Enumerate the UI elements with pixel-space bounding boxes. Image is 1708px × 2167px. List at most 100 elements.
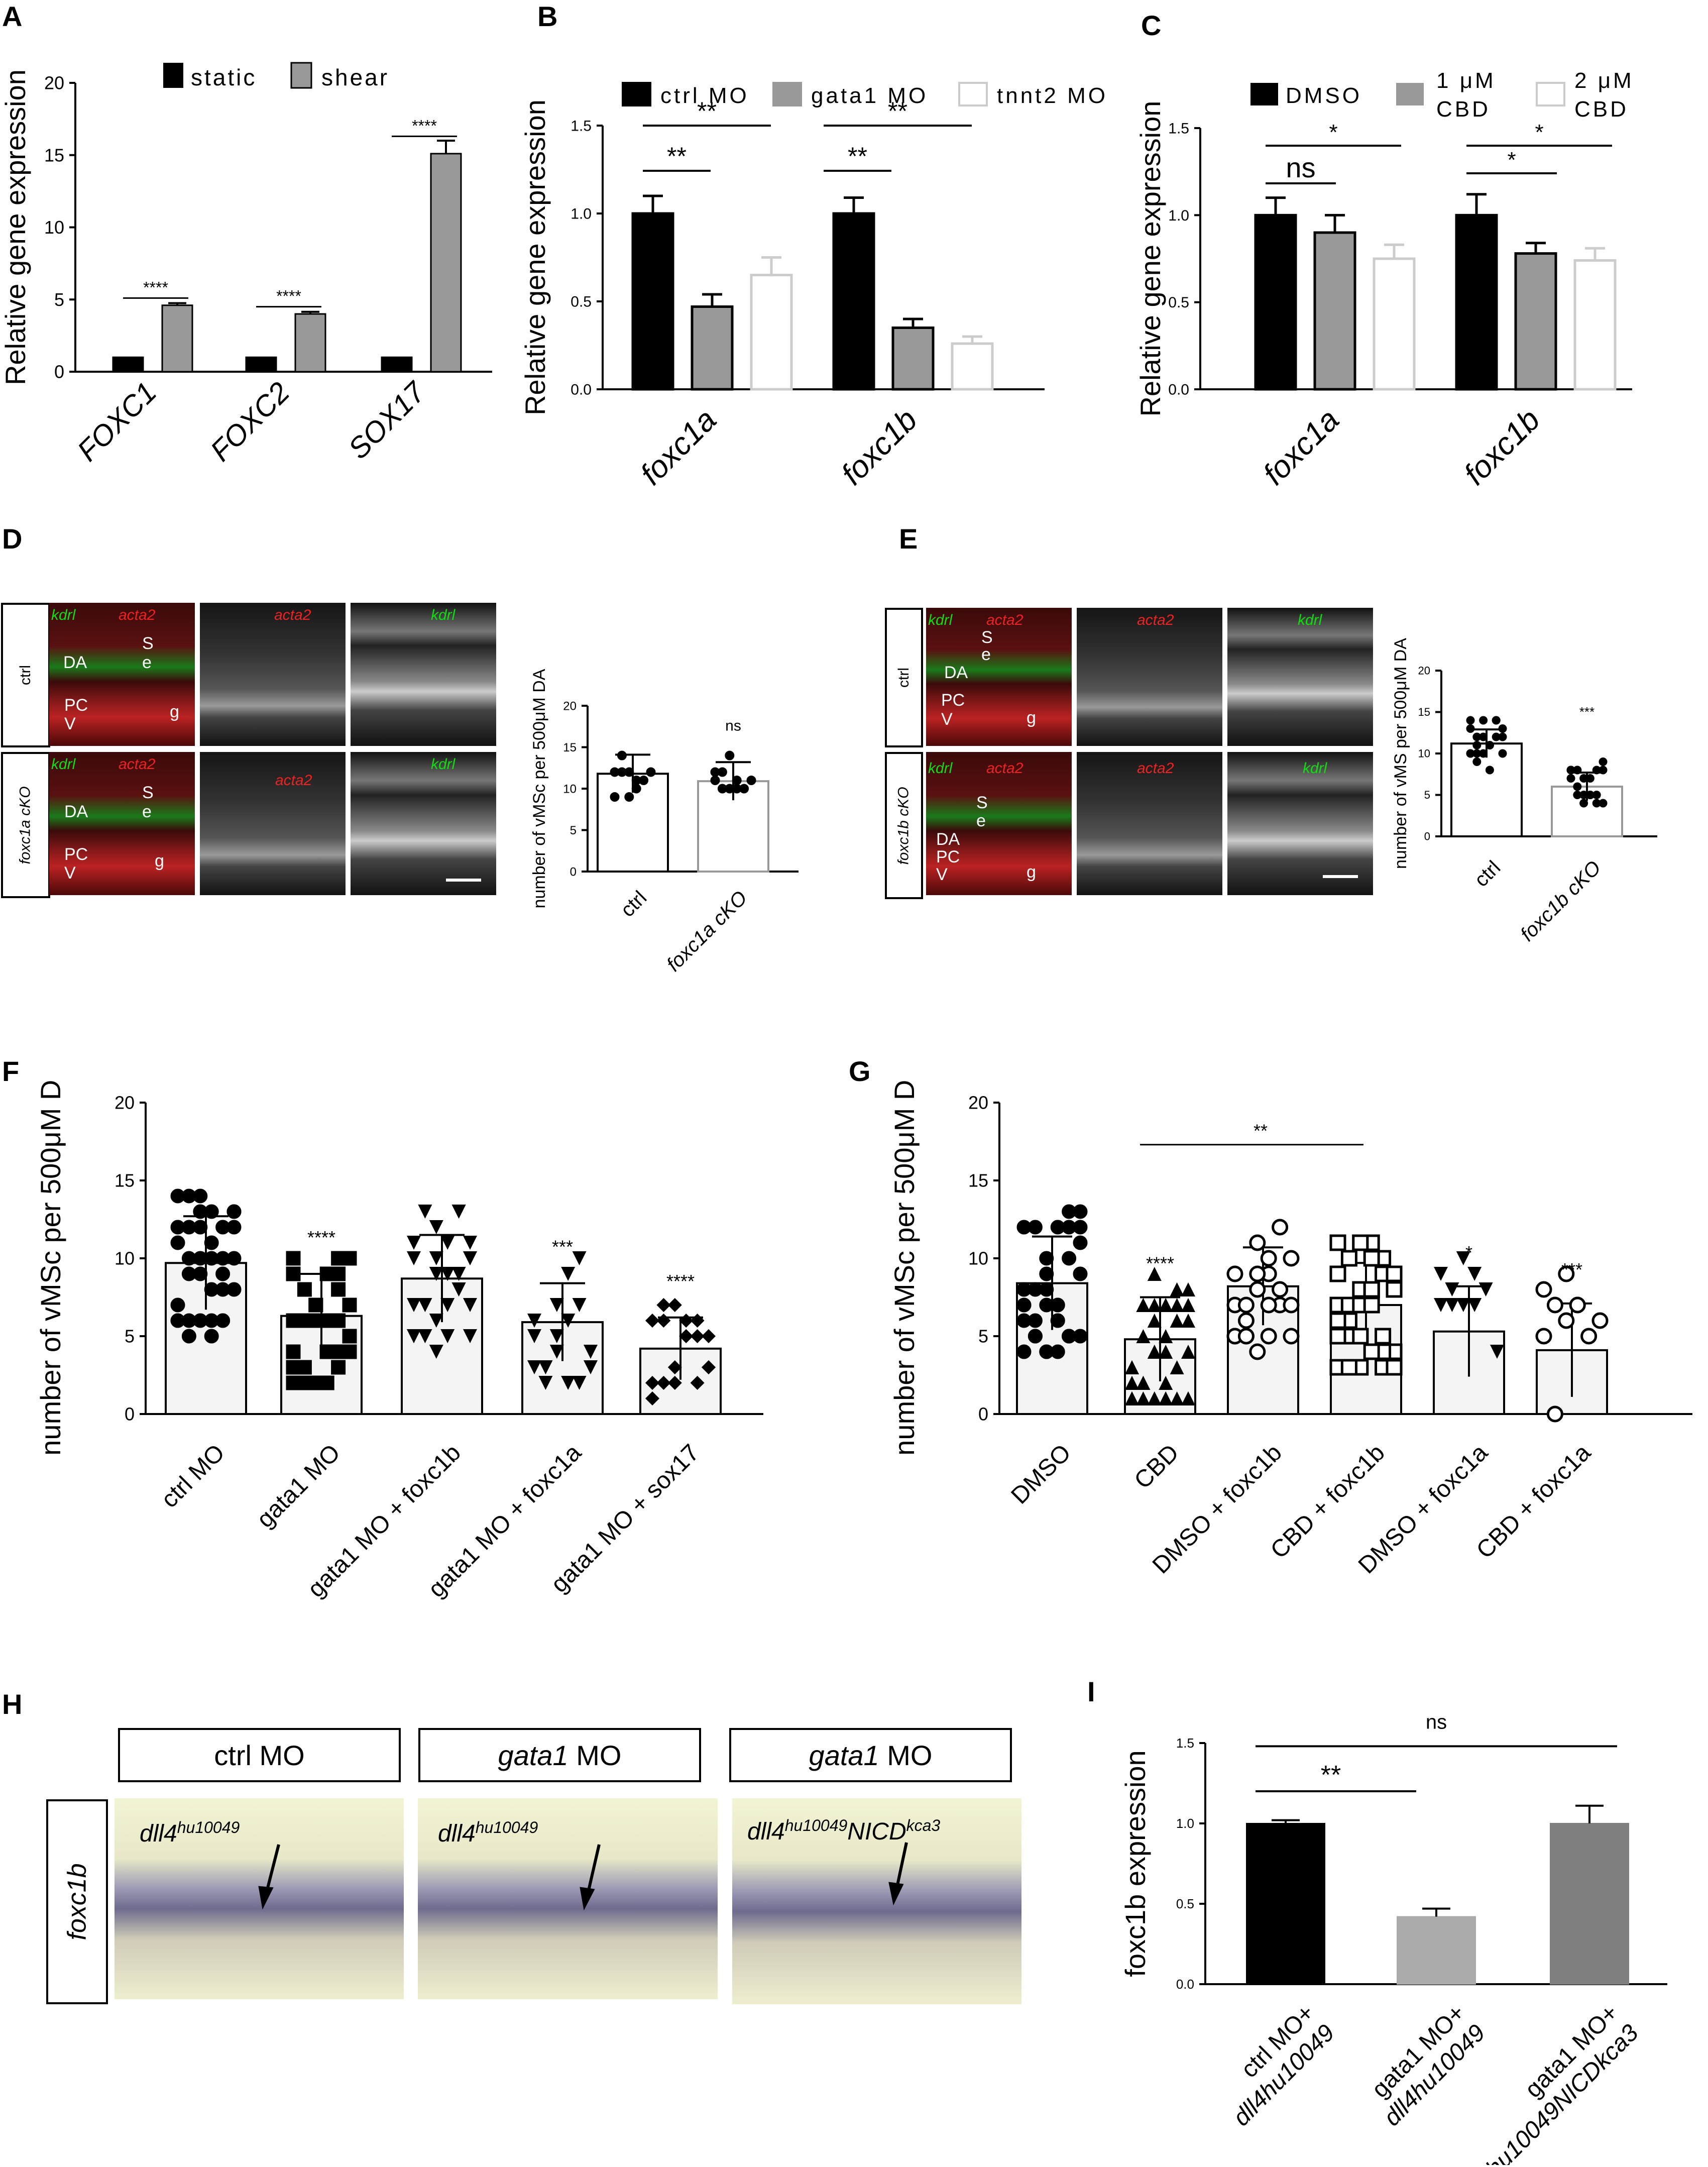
- y-axis-label: Relative gene expression: [0, 69, 31, 385]
- data-point: [1260, 1296, 1277, 1314]
- data-point: [624, 767, 634, 777]
- data-point: [690, 1376, 705, 1390]
- data-point: [561, 1376, 576, 1390]
- sig-label: ns: [725, 718, 741, 734]
- data-point: [204, 1204, 219, 1219]
- data-point: [1467, 1267, 1482, 1281]
- y-axis-label: foxc1b expression: [1119, 1750, 1151, 1977]
- data-point: [215, 1266, 231, 1281]
- data-point: [1159, 1376, 1173, 1390]
- data-point: [342, 1251, 357, 1266]
- legend-swatch: [1536, 82, 1565, 106]
- y-tick-label: 1.0: [1176, 1816, 1194, 1831]
- data-point: [1490, 1345, 1504, 1359]
- sig-label: **: [667, 142, 687, 170]
- y-tick-label: 10: [563, 782, 577, 796]
- data-point: [463, 1298, 477, 1312]
- chart-f: 0 5 10 15 20 number of vMSc per 500μM DA ctrl …: [35, 1080, 763, 1603]
- legend-label: ctrl MO: [660, 83, 749, 108]
- y-tick-label: 10: [115, 1248, 135, 1269]
- data-point: [549, 1298, 564, 1312]
- data-point: [667, 1298, 682, 1312]
- bar-shear: [430, 153, 462, 373]
- data-point: [1352, 1234, 1369, 1251]
- data-point: [624, 792, 634, 802]
- sig-label: **: [848, 142, 867, 170]
- data-point: [1340, 1359, 1357, 1376]
- data-point: [538, 1376, 553, 1390]
- bar-ctrl MO: [631, 212, 674, 391]
- data-point: [1546, 1296, 1563, 1314]
- bar-gata1 MO: [891, 327, 935, 391]
- data-point: [1363, 1296, 1380, 1314]
- data-point: [1062, 1329, 1077, 1344]
- data-point: [645, 1376, 659, 1390]
- y-tick-label: 0.0: [1168, 382, 1189, 398]
- h-header-gata1-mo-2: gata1 MO: [729, 1728, 1012, 1782]
- data-point: [1456, 1251, 1470, 1265]
- data-point: [645, 1391, 659, 1405]
- data-point: [690, 1314, 705, 1328]
- micrograph-kdrl-cko: kdrl: [351, 752, 496, 895]
- y-tick-label: 0.0: [1176, 1977, 1194, 1992]
- data-point: [407, 1251, 421, 1265]
- data-point: [1445, 1282, 1459, 1296]
- x-tick-label: foxc1b: [1457, 402, 1547, 492]
- data-point: [1363, 1281, 1380, 1298]
- data-point: [451, 1205, 466, 1219]
- data-point: [1136, 1329, 1151, 1343]
- data-point: [1125, 1376, 1139, 1390]
- data-point: [1472, 757, 1482, 766]
- data-point: [702, 1329, 716, 1343]
- data-point: [451, 1267, 466, 1281]
- y-axis-label: number of vMSc per 500μM DA: [530, 669, 549, 908]
- y-tick-label: 15: [968, 1170, 988, 1191]
- data-point: [1249, 1265, 1266, 1282]
- bar-1 μM CBD: [1514, 252, 1557, 391]
- sig-label: ****: [276, 287, 301, 305]
- y-tick-label: 10: [1418, 747, 1430, 760]
- bar-tnnt2 MO: [951, 342, 994, 391]
- bar-2 μM CBD: [1573, 259, 1617, 391]
- sig-label: ***: [1579, 704, 1595, 719]
- data-point: [679, 1314, 694, 1328]
- data-point: [1062, 1204, 1077, 1219]
- data-point: [1466, 749, 1475, 758]
- data-point: [1566, 774, 1575, 783]
- y-tick-label: 20: [968, 1093, 988, 1113]
- data-point: [1028, 1220, 1043, 1235]
- data-point: [561, 1267, 576, 1281]
- x-tick-label: DMSO: [1006, 1439, 1076, 1509]
- data-point: [463, 1329, 477, 1343]
- data-point: [226, 1204, 242, 1219]
- y-tick-label: 5: [54, 289, 64, 310]
- data-point: [1249, 1343, 1266, 1360]
- y-tick-label: 1.0: [571, 206, 592, 223]
- data-point: [1039, 1282, 1054, 1297]
- embryo-image-2: dll4hu10049: [418, 1798, 718, 1999]
- sig-label: ***: [1561, 1259, 1582, 1280]
- data-point: [1434, 1267, 1448, 1281]
- micrograph-merge-cko: kdrl acta2 DA S e PC V g: [49, 752, 195, 895]
- data-point: [286, 1313, 301, 1328]
- x-tick-label: foxc1b: [835, 402, 924, 492]
- data-point: [1181, 1298, 1195, 1312]
- data-point: [1147, 1391, 1162, 1405]
- data-point: [215, 1251, 231, 1266]
- micrograph-acta2-ctrl: acta2: [200, 603, 346, 746]
- data-point: [1073, 1220, 1088, 1235]
- data-point: [1170, 1360, 1184, 1374]
- data-point: [1591, 1312, 1609, 1329]
- embryo-image-3: dll4hu10049NICDkca3: [732, 1798, 1021, 2004]
- data-point: [617, 750, 627, 761]
- y-axis-label: Relative gene expression: [1135, 101, 1166, 417]
- bar: [1450, 742, 1523, 838]
- data-point: [1028, 1329, 1043, 1344]
- data-point: [1125, 1360, 1139, 1374]
- legend-label: CBD: [1436, 97, 1491, 122]
- data-point: [1599, 757, 1608, 766]
- data-point: [1283, 1328, 1300, 1345]
- sig-label: ****: [666, 1271, 695, 1291]
- sig-label: ****: [307, 1227, 335, 1248]
- data-point: [561, 1314, 576, 1328]
